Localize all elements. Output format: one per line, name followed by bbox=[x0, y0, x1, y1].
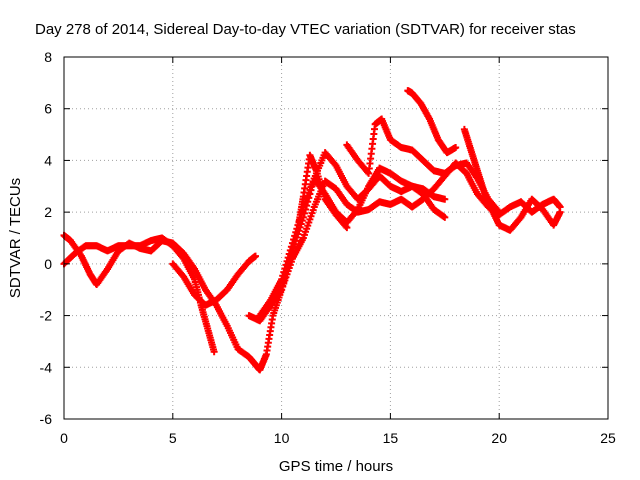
x-tick-label: 20 bbox=[491, 430, 507, 446]
x-tick-label: 0 bbox=[60, 430, 68, 446]
data-point bbox=[285, 250, 293, 258]
series-3 bbox=[245, 149, 449, 325]
x-tick-label: 5 bbox=[169, 430, 177, 446]
x-tick-label: 10 bbox=[274, 430, 290, 446]
data-point bbox=[288, 239, 296, 247]
series-4 bbox=[256, 164, 449, 320]
data-point bbox=[494, 207, 502, 215]
x-tick-label: 25 bbox=[600, 430, 616, 446]
series-0 bbox=[60, 159, 564, 374]
data-point bbox=[279, 272, 287, 280]
data-point bbox=[283, 257, 291, 265]
data-point bbox=[452, 144, 460, 151]
data-point bbox=[441, 213, 449, 221]
y-tick-label: 0 bbox=[44, 256, 52, 272]
data-point bbox=[210, 348, 218, 356]
data-point bbox=[364, 168, 372, 176]
data-point bbox=[284, 254, 292, 262]
data-point bbox=[495, 208, 503, 216]
series-5 bbox=[295, 151, 351, 232]
y-tick-label: 2 bbox=[44, 204, 52, 220]
data-point bbox=[278, 275, 286, 283]
plot-frame bbox=[63, 56, 609, 420]
data-point bbox=[556, 208, 564, 216]
x-axis-ticks: 0 5 10 15 20 25 bbox=[60, 57, 616, 446]
data-point bbox=[286, 246, 294, 254]
data-point bbox=[353, 207, 361, 215]
data-point bbox=[282, 261, 290, 269]
data-point bbox=[292, 228, 300, 236]
y-tick-label: 4 bbox=[44, 152, 52, 168]
y-tick-label: 6 bbox=[44, 101, 52, 117]
grid-lines bbox=[64, 57, 608, 419]
data-point bbox=[287, 243, 295, 251]
data-point bbox=[293, 225, 301, 233]
y-axis-label: SDTVAR / TECUs bbox=[7, 178, 24, 298]
y-tick-label: -4 bbox=[40, 359, 53, 375]
data-point bbox=[280, 268, 288, 276]
data-point bbox=[343, 224, 351, 232]
series-1 bbox=[60, 234, 218, 356]
y-tick-label: -6 bbox=[40, 411, 53, 427]
x-axis-label: GPS time / hours bbox=[279, 458, 393, 475]
y-tick-label: 8 bbox=[44, 49, 52, 65]
chart-title: Day 278 of 2014, Sidereal Day-to-day VTE… bbox=[35, 21, 576, 38]
series-8 bbox=[460, 125, 564, 234]
data-point bbox=[281, 265, 289, 273]
data-point bbox=[290, 236, 298, 244]
data-point bbox=[342, 222, 350, 230]
data-point bbox=[251, 252, 259, 260]
data-points bbox=[60, 87, 564, 374]
data-point bbox=[441, 195, 449, 203]
y-tick-label: -2 bbox=[40, 308, 53, 324]
y-axis-ticks: -6 -4 -2 0 2 4 6 8 bbox=[40, 49, 608, 427]
data-point bbox=[291, 232, 299, 240]
series-7 bbox=[404, 87, 460, 157]
x-tick-label: 15 bbox=[383, 430, 399, 446]
series-2 bbox=[169, 252, 259, 309]
